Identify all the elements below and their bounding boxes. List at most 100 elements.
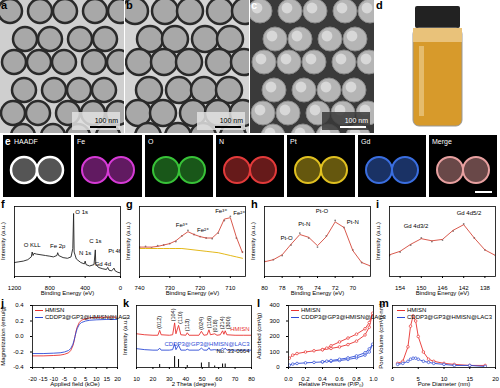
- svg-text:(116): (116): [206, 316, 212, 329]
- svg-text:1.0: 1.0: [369, 376, 378, 382]
- svg-text:Binding Energy (eV): Binding Energy (eV): [291, 290, 345, 296]
- svg-text:100 nm: 100 nm: [95, 117, 119, 124]
- html-text:m: m: [379, 297, 389, 309]
- svg-text:Gd: Gd: [361, 138, 370, 145]
- svg-text:150: 150: [416, 284, 427, 291]
- svg-text:60: 60: [215, 376, 222, 382]
- svg-text:Fe³⁺: Fe³⁺: [215, 208, 227, 214]
- svg-text:0.0: 0.0: [15, 333, 24, 339]
- svg-text:Pore Diameter (nm): Pore Diameter (nm): [418, 381, 471, 387]
- svg-text:0.2: 0.2: [15, 318, 24, 324]
- svg-text:70: 70: [349, 285, 356, 291]
- svg-text:720: 720: [195, 284, 206, 291]
- svg-text:C 1s: C 1s: [89, 238, 101, 244]
- svg-text:(024): (024): [198, 317, 204, 330]
- svg-text:800: 800: [44, 284, 55, 291]
- svg-text:Gd 4d: Gd 4d: [95, 261, 111, 267]
- svg-text:Binding Energy (eV): Binding Energy (eV): [416, 290, 470, 296]
- svg-text:10: 10: [133, 376, 140, 382]
- svg-text:HMISN: HMISN: [230, 326, 249, 332]
- svg-text:Fe²⁺: Fe²⁺: [197, 227, 209, 233]
- svg-text:300: 300: [269, 318, 280, 324]
- svg-text:CDDP3@GP3@HMISN@LAC3: CDDP3@GP3@HMISN@LAC3: [165, 341, 251, 347]
- svg-text:15: 15: [104, 376, 111, 382]
- svg-text:40: 40: [182, 375, 190, 382]
- svg-text:Pt-N: Pt-N: [298, 221, 310, 227]
- html-text:-10 -5: -10 -5: [49, 375, 67, 382]
- svg-text:0.4: 0.4: [15, 302, 24, 308]
- svg-text:(018): (018): [212, 319, 218, 332]
- html-text:a: a: [1, 0, 8, 11]
- svg-text:(110): (110): [177, 311, 183, 324]
- svg-text:730: 730: [164, 284, 175, 291]
- svg-text:O: O: [148, 138, 154, 145]
- svg-text:100: 100: [269, 349, 280, 355]
- svg-text:142: 142: [458, 284, 469, 291]
- svg-text:Gd 4d5/2: Gd 4d5/2: [457, 210, 482, 216]
- svg-text:N: N: [219, 138, 224, 145]
- svg-text:1200: 1200: [8, 285, 22, 291]
- svg-text:740: 740: [134, 285, 145, 291]
- svg-text:Pt: Pt: [290, 138, 297, 145]
- svg-text:400: 400: [80, 284, 91, 291]
- svg-text:10: 10: [92, 375, 100, 382]
- svg-text:0: 0: [119, 285, 123, 291]
- svg-text:Fe: Fe: [77, 138, 85, 145]
- svg-text:O 1s: O 1s: [75, 209, 88, 215]
- html-text:g: g: [126, 198, 133, 210]
- html-text:h: h: [251, 198, 258, 210]
- svg-text:78: 78: [279, 285, 286, 291]
- svg-text:70: 70: [232, 376, 239, 382]
- svg-text:100 nm: 100 nm: [220, 117, 244, 124]
- svg-text:-15: -15: [39, 376, 48, 382]
- svg-text:(012): (012): [156, 316, 162, 329]
- svg-text:154: 154: [395, 285, 406, 291]
- svg-text:-20: -20: [28, 376, 37, 382]
- svg-text:Fe³⁺: Fe³⁺: [176, 222, 188, 228]
- svg-text:Fe 2p: Fe 2p: [50, 243, 66, 249]
- html-text:d: d: [376, 0, 383, 11]
- svg-text:Gd 4d3/2: Gd 4d3/2: [404, 223, 429, 229]
- svg-text:2 Theta (degree): 2 Theta (degree): [172, 381, 217, 387]
- svg-text:74: 74: [314, 284, 321, 291]
- svg-text:200: 200: [269, 333, 280, 339]
- svg-text:710: 710: [225, 285, 236, 291]
- svg-text:30: 30: [166, 375, 173, 382]
- svg-text:Applied field (kOe): Applied field (kOe): [50, 381, 99, 387]
- svg-text:400: 400: [269, 302, 280, 308]
- svg-text:Pt-N: Pt-N: [347, 219, 359, 225]
- svg-text:20: 20: [150, 376, 157, 382]
- svg-text:Binding Energy (eV): Binding Energy (eV): [166, 290, 220, 296]
- svg-text:138: 138: [480, 285, 491, 291]
- html-text:c: c: [251, 0, 258, 11]
- svg-text:O KLL: O KLL: [24, 242, 42, 248]
- svg-text:(214): (214): [219, 316, 225, 329]
- svg-text:No. 33-0664: No. 33-0664: [216, 348, 250, 354]
- svg-text:(104): (104): [170, 308, 176, 321]
- svg-text:-0.2: -0.2: [13, 349, 24, 355]
- svg-text:Pt-O: Pt-O: [316, 208, 329, 214]
- svg-text:146: 146: [437, 284, 448, 291]
- svg-text:20: 20: [114, 376, 121, 382]
- svg-text:Fe²⁺: Fe²⁺: [233, 210, 245, 216]
- svg-text:20: 20: [492, 376, 499, 382]
- svg-text:0: 0: [391, 376, 395, 382]
- svg-text:Relative Pressure (P/P₀): Relative Pressure (P/P₀): [298, 381, 363, 387]
- html-text:b: b: [126, 0, 133, 11]
- svg-text:72: 72: [331, 284, 339, 291]
- svg-text:(113): (113): [184, 319, 190, 332]
- svg-text:e: e: [5, 136, 11, 147]
- svg-text:100 nm: 100 nm: [345, 117, 369, 124]
- svg-text:0.0: 0.0: [284, 376, 293, 382]
- svg-text:0: 0: [276, 364, 280, 370]
- svg-text:-0.4: -0.4: [13, 364, 24, 370]
- svg-text:Merge: Merge: [432, 138, 452, 146]
- svg-text:Pt-O: Pt-O: [280, 235, 293, 241]
- svg-text:HAADF: HAADF: [14, 138, 38, 145]
- svg-text:Pt 4f: Pt 4f: [108, 248, 121, 254]
- svg-text:N 1s: N 1s: [79, 250, 91, 256]
- svg-text:76: 76: [296, 284, 304, 291]
- svg-text:Binding Energy (eV): Binding Energy (eV): [41, 290, 95, 296]
- svg-text:80: 80: [248, 376, 255, 382]
- svg-text:80: 80: [261, 285, 268, 291]
